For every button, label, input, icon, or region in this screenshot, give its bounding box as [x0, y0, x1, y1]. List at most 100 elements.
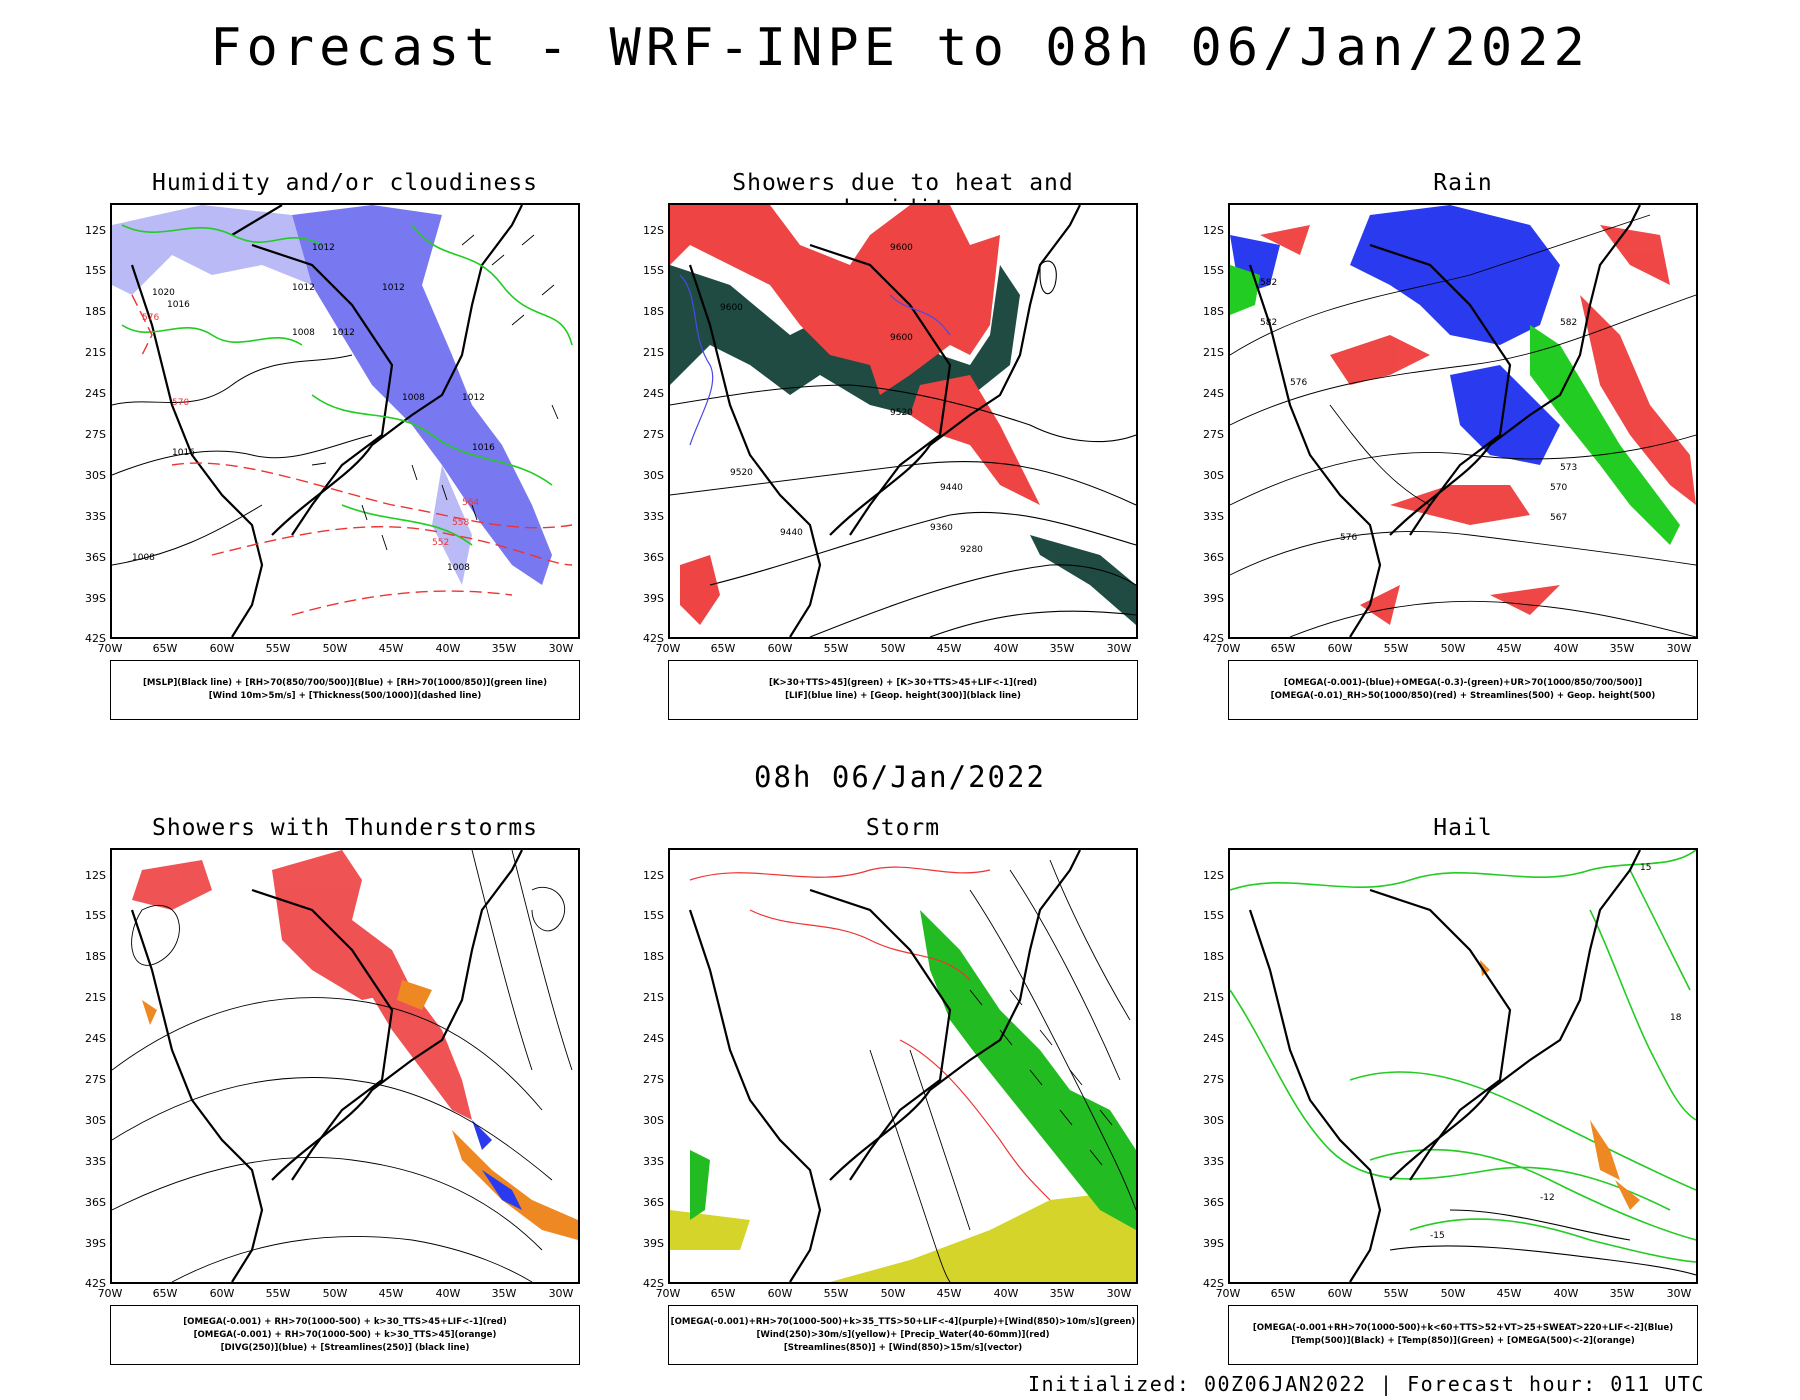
lon-label: 55W: [1383, 1287, 1409, 1300]
lat-label: 30S: [643, 469, 664, 482]
contour-label: 9520: [890, 408, 913, 418]
lon-label: 35W: [1049, 1287, 1075, 1300]
lat-label: 42S: [1203, 1277, 1224, 1290]
coast-lines: [688, 850, 1081, 1282]
lat-label: 39S: [85, 1237, 106, 1250]
legend-box: [OMEGA(-0.001)+RH>70(1000-500)+k>35_TTS>…: [668, 1305, 1138, 1365]
lat-label: 27S: [85, 428, 106, 441]
map-graphic: 582 582 576 570 567 573 576 582: [1230, 205, 1696, 637]
lat-label: 15S: [643, 264, 664, 277]
contour-label: 1012: [382, 283, 405, 293]
lon-label: 50W: [880, 642, 906, 655]
lon-label: 55W: [265, 1287, 291, 1300]
contour-label: 576: [142, 313, 159, 323]
map-graphic: [670, 850, 1136, 1282]
legend-box: [OMEGA(-0.001) + RH>70(1000-500) + k>30_…: [110, 1305, 580, 1365]
lat-label: 21S: [1203, 991, 1224, 1004]
lat-label: 24S: [85, 1032, 106, 1045]
valid-time-title: 08h 06/Jan/2022: [754, 760, 1046, 794]
lon-label: 50W: [880, 1287, 906, 1300]
lat-label: 39S: [1203, 1237, 1224, 1250]
lat-label: 18S: [1203, 305, 1224, 318]
lon-label: 65W: [1270, 642, 1296, 655]
lat-label: 18S: [643, 950, 664, 963]
coast-lines: [688, 205, 1081, 637]
lat-label: 33S: [643, 510, 664, 523]
thickness-dashed: [131, 294, 573, 616]
map-showers-heat: 9600 9600 9600 9520 9520 9440 9440 9360 9280: [668, 203, 1138, 639]
contour-label: 582: [1260, 278, 1277, 288]
map-rain: 582 582 576 570 567 573 576 582: [1228, 203, 1698, 639]
lat-label: 30S: [643, 1114, 664, 1127]
legend-line: [K>30+TTS>45](green) + [K>30+TTS>45+LIF<…: [768, 678, 1038, 688]
lon-label: 45W: [378, 1287, 404, 1300]
lat-label: 27S: [643, 428, 664, 441]
panel-title: Hail: [1433, 815, 1493, 841]
lat-label: 15S: [85, 909, 106, 922]
lon-label: 35W: [1049, 642, 1075, 655]
lon-label: 65W: [152, 642, 178, 655]
lat-label: 24S: [643, 387, 664, 400]
legend-line: [Temp(500)](Black) + [Temp(850)](Green) …: [1291, 1336, 1635, 1346]
legend-line: [OMEGA(-0.001)-(blue)+OMEGA(-0.3)-(green…: [1283, 678, 1643, 688]
lon-label: 60W: [209, 1287, 235, 1300]
lon-label: 45W: [1496, 1287, 1522, 1300]
lon-label: 30W: [548, 642, 574, 655]
contour-label: 1020: [152, 288, 175, 298]
contour-label: 570: [172, 398, 189, 408]
legend-line: [OMEGA(-0.001+RH>70(1000-500)+k<60+TTS>5…: [1252, 1323, 1674, 1333]
lon-label: 65W: [152, 1287, 178, 1300]
lat-label: 27S: [643, 1073, 664, 1086]
lon-label: 60W: [767, 642, 793, 655]
contour-label: 1008: [402, 393, 425, 403]
omega-blue-area: [1230, 205, 1560, 465]
lon-label: 70W: [655, 1287, 681, 1300]
lon-label: 35W: [1609, 642, 1635, 655]
lon-label: 60W: [1327, 1287, 1353, 1300]
lat-label: 24S: [1203, 387, 1224, 400]
contour-label: -12: [1540, 1193, 1555, 1203]
legend-box: [K>30+TTS>45](green) + [K>30+TTS>45+LIF<…: [668, 660, 1138, 720]
omega-orange-area: [1480, 960, 1640, 1210]
contour-label: 9600: [720, 303, 743, 313]
lat-label: 27S: [1203, 428, 1224, 441]
lat-label: 21S: [85, 991, 106, 1004]
legend-box: [OMEGA(-0.001+RH>70(1000-500)+k<60+TTS>5…: [1228, 1305, 1698, 1365]
lon-label: 65W: [710, 642, 736, 655]
lon-label: 65W: [710, 1287, 736, 1300]
lat-label: 24S: [643, 1032, 664, 1045]
contour-label: 564: [462, 498, 479, 508]
lat-label: 18S: [85, 305, 106, 318]
lat-label: 42S: [85, 1277, 106, 1290]
contour-label: 18: [1670, 1013, 1682, 1023]
lon-label: 55W: [1383, 642, 1409, 655]
geop-height-lines: [670, 260, 1136, 637]
lat-label: 24S: [85, 387, 106, 400]
precip-water-red: [689, 866, 1051, 1201]
lat-label: 33S: [85, 1155, 106, 1168]
contour-label: 1012: [462, 393, 485, 403]
wind850-green-area: [690, 910, 1136, 1230]
lat-label: 12S: [85, 224, 106, 237]
legend-line: [OMEGA(-0.001)+RH>70(1000-500)+k>35_TTS>…: [670, 1316, 1136, 1327]
thunder-orange-area: [142, 980, 578, 1240]
contour-label: 576: [1290, 378, 1307, 388]
lat-label: 24S: [1203, 1032, 1224, 1045]
lat-label: 39S: [85, 592, 106, 605]
contour-label: 1008: [132, 553, 155, 563]
legend-line: [Streamlines(850)] + [Wind(850)>15m/s](v…: [783, 1342, 1023, 1353]
contour-label: 9600: [890, 243, 913, 253]
contour-label: 1012: [292, 283, 315, 293]
lon-label: 40W: [1553, 1287, 1579, 1300]
map-graphic: [112, 850, 578, 1282]
lat-label: 21S: [85, 346, 106, 359]
lat-label: 33S: [1203, 510, 1224, 523]
lat-label: 21S: [643, 346, 664, 359]
lon-label: 35W: [491, 642, 517, 655]
contour-label: 570: [1550, 483, 1567, 493]
panel-title: Showers with Thunderstorms: [151, 815, 539, 841]
lat-label: 39S: [643, 1237, 664, 1250]
contour-label: 567: [1550, 513, 1567, 523]
contour-label: 1012: [312, 243, 335, 253]
coast-lines: [1248, 850, 1641, 1282]
